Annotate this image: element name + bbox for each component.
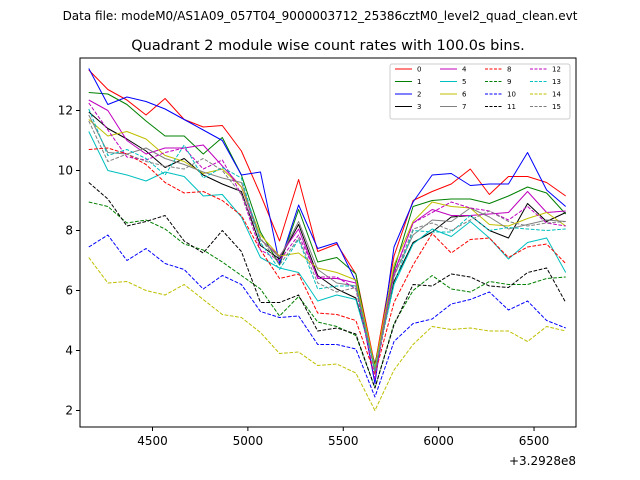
legend-frame bbox=[389, 63, 571, 120]
legend-label-13: 13 bbox=[552, 78, 561, 86]
legend-label-9: 9 bbox=[507, 78, 511, 86]
series-line-12 bbox=[88, 102, 566, 380]
y-tick-label: 4 bbox=[65, 344, 73, 358]
series-line-1 bbox=[88, 92, 567, 374]
series-line-14 bbox=[88, 257, 566, 411]
axes-frame bbox=[79, 57, 577, 428]
x-offset-label: +3.2928e8 bbox=[509, 454, 576, 468]
x-tick-label: 6500 bbox=[519, 434, 550, 448]
legend-label-15: 15 bbox=[552, 103, 561, 111]
series-line-10 bbox=[88, 234, 566, 398]
legend-label-11: 11 bbox=[507, 103, 516, 111]
y-tick-label: 6 bbox=[65, 284, 73, 298]
series-line-4 bbox=[88, 99, 566, 371]
legend-label-1: 1 bbox=[417, 78, 421, 86]
legend-label-12: 12 bbox=[552, 66, 561, 74]
y-tick-label: 12 bbox=[58, 104, 73, 118]
legend-label-3: 3 bbox=[417, 103, 421, 111]
series-line-6 bbox=[88, 119, 566, 368]
series-line-2 bbox=[88, 68, 567, 384]
y-tick-label: 10 bbox=[58, 164, 73, 178]
legend-label-7: 7 bbox=[462, 103, 466, 111]
plot-lines bbox=[88, 68, 567, 411]
y-axis: 2 4 6 8 10 12 bbox=[58, 104, 80, 418]
series-line-7 bbox=[88, 114, 566, 372]
x-tick-label: 4500 bbox=[137, 434, 168, 448]
series-line-0 bbox=[88, 69, 566, 366]
legend-label-6: 6 bbox=[462, 91, 467, 99]
series-line-11 bbox=[88, 182, 567, 389]
chart-title: Quadrant 2 module wise count rates with … bbox=[131, 38, 525, 54]
x-tick-label: 5000 bbox=[233, 434, 264, 448]
legend-label-14: 14 bbox=[552, 91, 561, 99]
y-tick-label: 8 bbox=[65, 224, 73, 238]
legend-label-10: 10 bbox=[507, 91, 516, 99]
x-axis: 4500 5000 5500 6000 6500 bbox=[137, 427, 549, 448]
x-tick-label: 6000 bbox=[423, 434, 454, 448]
legend-label-0: 0 bbox=[417, 66, 421, 74]
figure-suptitle: Data file: modeM0/AS1A09_057T04_90000037… bbox=[63, 9, 578, 23]
legend-label-8: 8 bbox=[507, 66, 511, 74]
series-line-15 bbox=[88, 120, 566, 374]
x-tick-label: 5500 bbox=[328, 434, 359, 448]
series-line-9 bbox=[88, 201, 566, 389]
legend-label-2: 2 bbox=[417, 91, 421, 99]
legend-label-4: 4 bbox=[462, 66, 467, 74]
legend-label-5: 5 bbox=[462, 78, 466, 86]
y-tick-label: 2 bbox=[65, 404, 73, 418]
series-line-5 bbox=[88, 131, 567, 368]
series-line-8 bbox=[88, 147, 567, 375]
